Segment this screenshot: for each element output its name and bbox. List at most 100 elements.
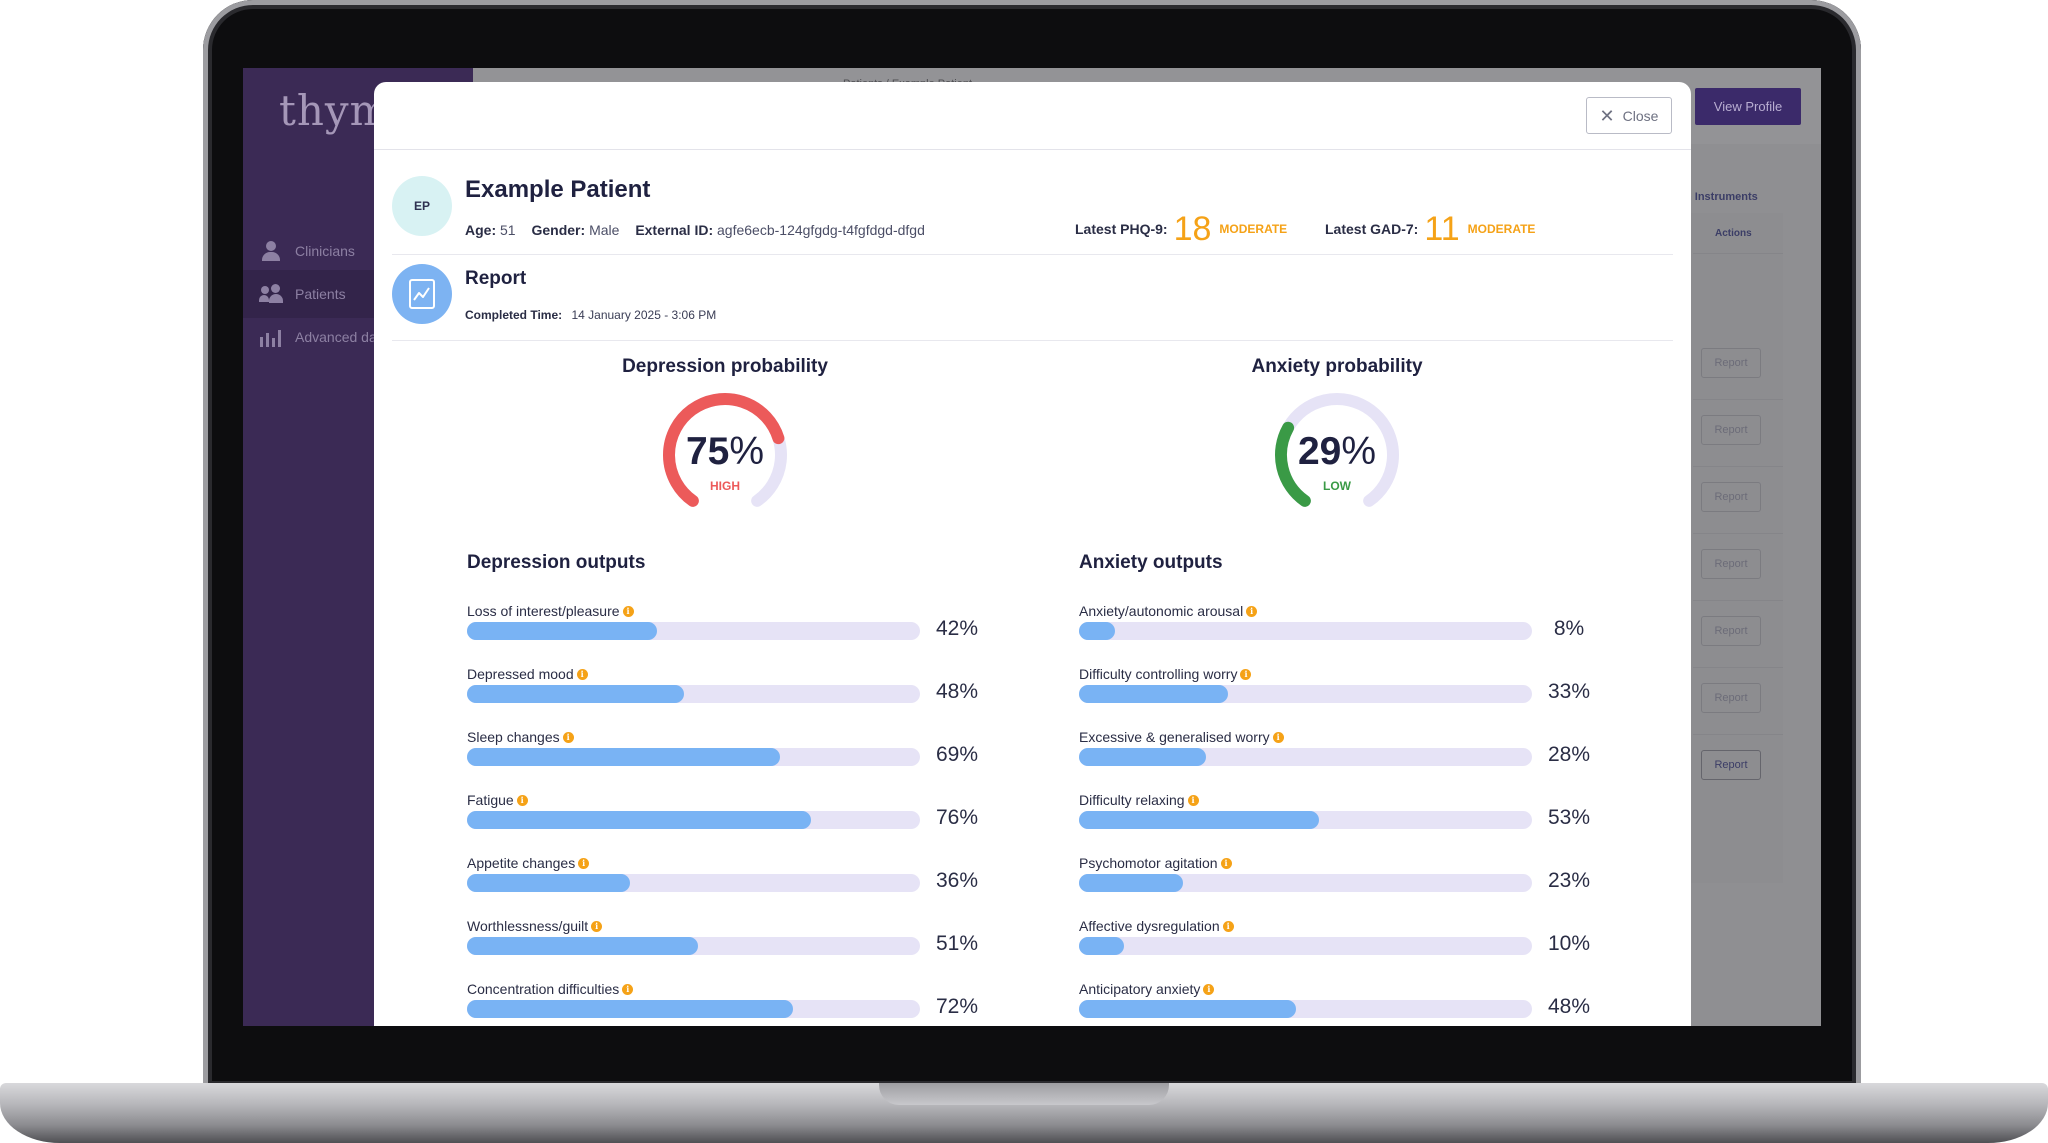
output-percent: 36% bbox=[935, 869, 979, 892]
output-label: Anxiety/autonomic arousal i bbox=[1079, 603, 1258, 619]
output-label: Appetite changes i bbox=[467, 855, 590, 871]
depression-level: HIGH bbox=[710, 479, 740, 493]
info-icon[interactable]: i bbox=[1222, 920, 1234, 932]
laptop-notch bbox=[879, 1083, 1169, 1105]
output-label-text: Affective dysregulation bbox=[1079, 918, 1220, 934]
progress-fill bbox=[1079, 874, 1184, 892]
close-button[interactable]: ✕ Close bbox=[1586, 97, 1672, 134]
completed-time: Completed Time: 14 January 2025 - 3:06 P… bbox=[465, 308, 716, 322]
output-label: Loss of interest/pleasure i bbox=[467, 603, 634, 619]
output-percent: 72% bbox=[935, 995, 979, 1018]
output-label: Depressed mood i bbox=[467, 666, 588, 682]
output-label-text: Appetite changes bbox=[467, 855, 576, 871]
progress-fill bbox=[1079, 1000, 1297, 1018]
chart-icon bbox=[259, 327, 285, 347]
depression-outputs-title: Depression outputs bbox=[467, 552, 646, 573]
output-label: Excessive & generalised worry i bbox=[1079, 729, 1284, 745]
app-logo: thym bbox=[279, 86, 391, 135]
report-button[interactable]: Report bbox=[1701, 348, 1761, 378]
output-percent: 28% bbox=[1547, 743, 1591, 766]
progress-fill bbox=[1079, 685, 1229, 703]
list-item: Difficulty controlling worry i 33% bbox=[1079, 666, 1599, 722]
progress-fill bbox=[467, 748, 780, 766]
sidebar-item-label: Patients bbox=[295, 286, 346, 302]
report-button[interactable]: Report bbox=[1701, 482, 1761, 512]
output-label-text: Excessive & generalised worry bbox=[1079, 729, 1270, 745]
screen: thym Clinicians Patients bbox=[243, 68, 1821, 1026]
sidebar-item-clinicians[interactable]: Clinicians bbox=[243, 227, 473, 275]
gad7-severity: MODERATE bbox=[1467, 222, 1536, 236]
age-label: Age: bbox=[465, 222, 497, 238]
view-profile-button[interactable]: View Profile bbox=[1695, 88, 1801, 125]
list-item: Affective dysregulation i 10% bbox=[1079, 918, 1599, 974]
progress-track bbox=[467, 874, 920, 892]
progress-fill bbox=[467, 685, 685, 703]
info-icon[interactable]: i bbox=[1272, 731, 1284, 743]
list-item: Difficulty relaxing i 53% bbox=[1079, 792, 1599, 848]
list-item: Appetite changes i 36% bbox=[467, 855, 987, 911]
divider bbox=[392, 340, 1673, 341]
report-button[interactable]: Report bbox=[1701, 683, 1761, 713]
output-label-text: Difficulty controlling worry bbox=[1079, 666, 1238, 682]
list-item: Sleep changes i 69% bbox=[467, 729, 987, 785]
progress-track bbox=[467, 622, 920, 640]
output-percent: 69% bbox=[935, 743, 979, 766]
progress-track bbox=[467, 1000, 920, 1018]
progress-fill bbox=[467, 937, 699, 955]
info-icon[interactable]: i bbox=[622, 605, 634, 617]
output-label-text: Worthlessness/guilt bbox=[467, 918, 589, 934]
clinician-icon bbox=[259, 241, 285, 261]
output-percent: 33% bbox=[1547, 680, 1591, 703]
sidebar-item-label: Clinicians bbox=[295, 243, 355, 259]
report-modal: ✕ Close EP Example Patient Age: 51 Gende… bbox=[374, 82, 1691, 1026]
depression-gauge-value: 75% bbox=[685, 430, 765, 473]
info-icon[interactable]: i bbox=[1246, 605, 1258, 617]
progress-track bbox=[1079, 748, 1532, 766]
list-item: Worthlessness/guilt i 51% bbox=[467, 918, 987, 974]
phq9-label: Latest PHQ-9: bbox=[1075, 221, 1168, 237]
report-button[interactable]: Report bbox=[1701, 549, 1761, 579]
progress-fill bbox=[467, 874, 631, 892]
info-icon[interactable]: i bbox=[1220, 857, 1232, 869]
info-icon[interactable]: i bbox=[591, 920, 603, 932]
patient-name: Example Patient bbox=[465, 176, 651, 203]
anxiety-outputs-title: Anxiety outputs bbox=[1079, 552, 1223, 573]
list-item: Depressed mood i 48% bbox=[467, 666, 987, 722]
list-item: Psychomotor agitation i 23% bbox=[1079, 855, 1599, 911]
gauge-fill bbox=[663, 393, 785, 507]
patients-icon bbox=[259, 284, 285, 304]
instruments-header: n Instruments bbox=[1685, 191, 1758, 203]
list-item: Concentration difficulties i 72% bbox=[467, 981, 987, 1026]
sidebar-item-advanced[interactable]: Advanced da bbox=[243, 313, 473, 361]
output-label-text: Loss of interest/pleasure bbox=[467, 603, 620, 619]
info-icon[interactable]: i bbox=[576, 668, 588, 680]
info-icon[interactable]: i bbox=[516, 794, 528, 806]
output-percent: 76% bbox=[935, 806, 979, 829]
anxiety-gauge-value: 29% bbox=[1297, 430, 1377, 473]
report-button[interactable]: Report bbox=[1701, 616, 1761, 646]
anxiety-probability-title: Anxiety probability bbox=[1251, 356, 1423, 377]
gad7-label: Latest GAD-7: bbox=[1325, 221, 1419, 237]
progress-fill bbox=[467, 1000, 794, 1018]
report-button[interactable]: Report bbox=[1701, 415, 1761, 445]
info-icon[interactable]: i bbox=[562, 731, 574, 743]
progress-track bbox=[1079, 1000, 1532, 1018]
completed-value: 14 January 2025 - 3:06 PM bbox=[571, 308, 717, 322]
output-label-text: Sleep changes bbox=[467, 729, 560, 745]
info-icon[interactable]: i bbox=[1240, 668, 1252, 680]
output-label-text: Anxiety/autonomic arousal bbox=[1079, 603, 1244, 619]
avatar: EP bbox=[392, 176, 452, 236]
info-icon[interactable]: i bbox=[1203, 983, 1215, 995]
info-icon[interactable]: i bbox=[578, 857, 590, 869]
info-icon[interactable]: i bbox=[622, 983, 634, 995]
external-id-value: agfe6ecb-124gfgdg-t4fgfdgd-dfgd bbox=[717, 222, 925, 238]
gender-value: Male bbox=[589, 222, 620, 238]
progress-track bbox=[1079, 622, 1532, 640]
progress-track bbox=[1079, 874, 1532, 892]
divider bbox=[392, 254, 1673, 255]
output-label: Difficulty relaxing i bbox=[1079, 792, 1199, 808]
output-label-text: Depressed mood bbox=[467, 666, 574, 682]
info-icon[interactable]: i bbox=[1187, 794, 1199, 806]
report-button[interactable]: Report bbox=[1701, 750, 1761, 780]
completed-label: Completed Time: bbox=[465, 308, 563, 322]
